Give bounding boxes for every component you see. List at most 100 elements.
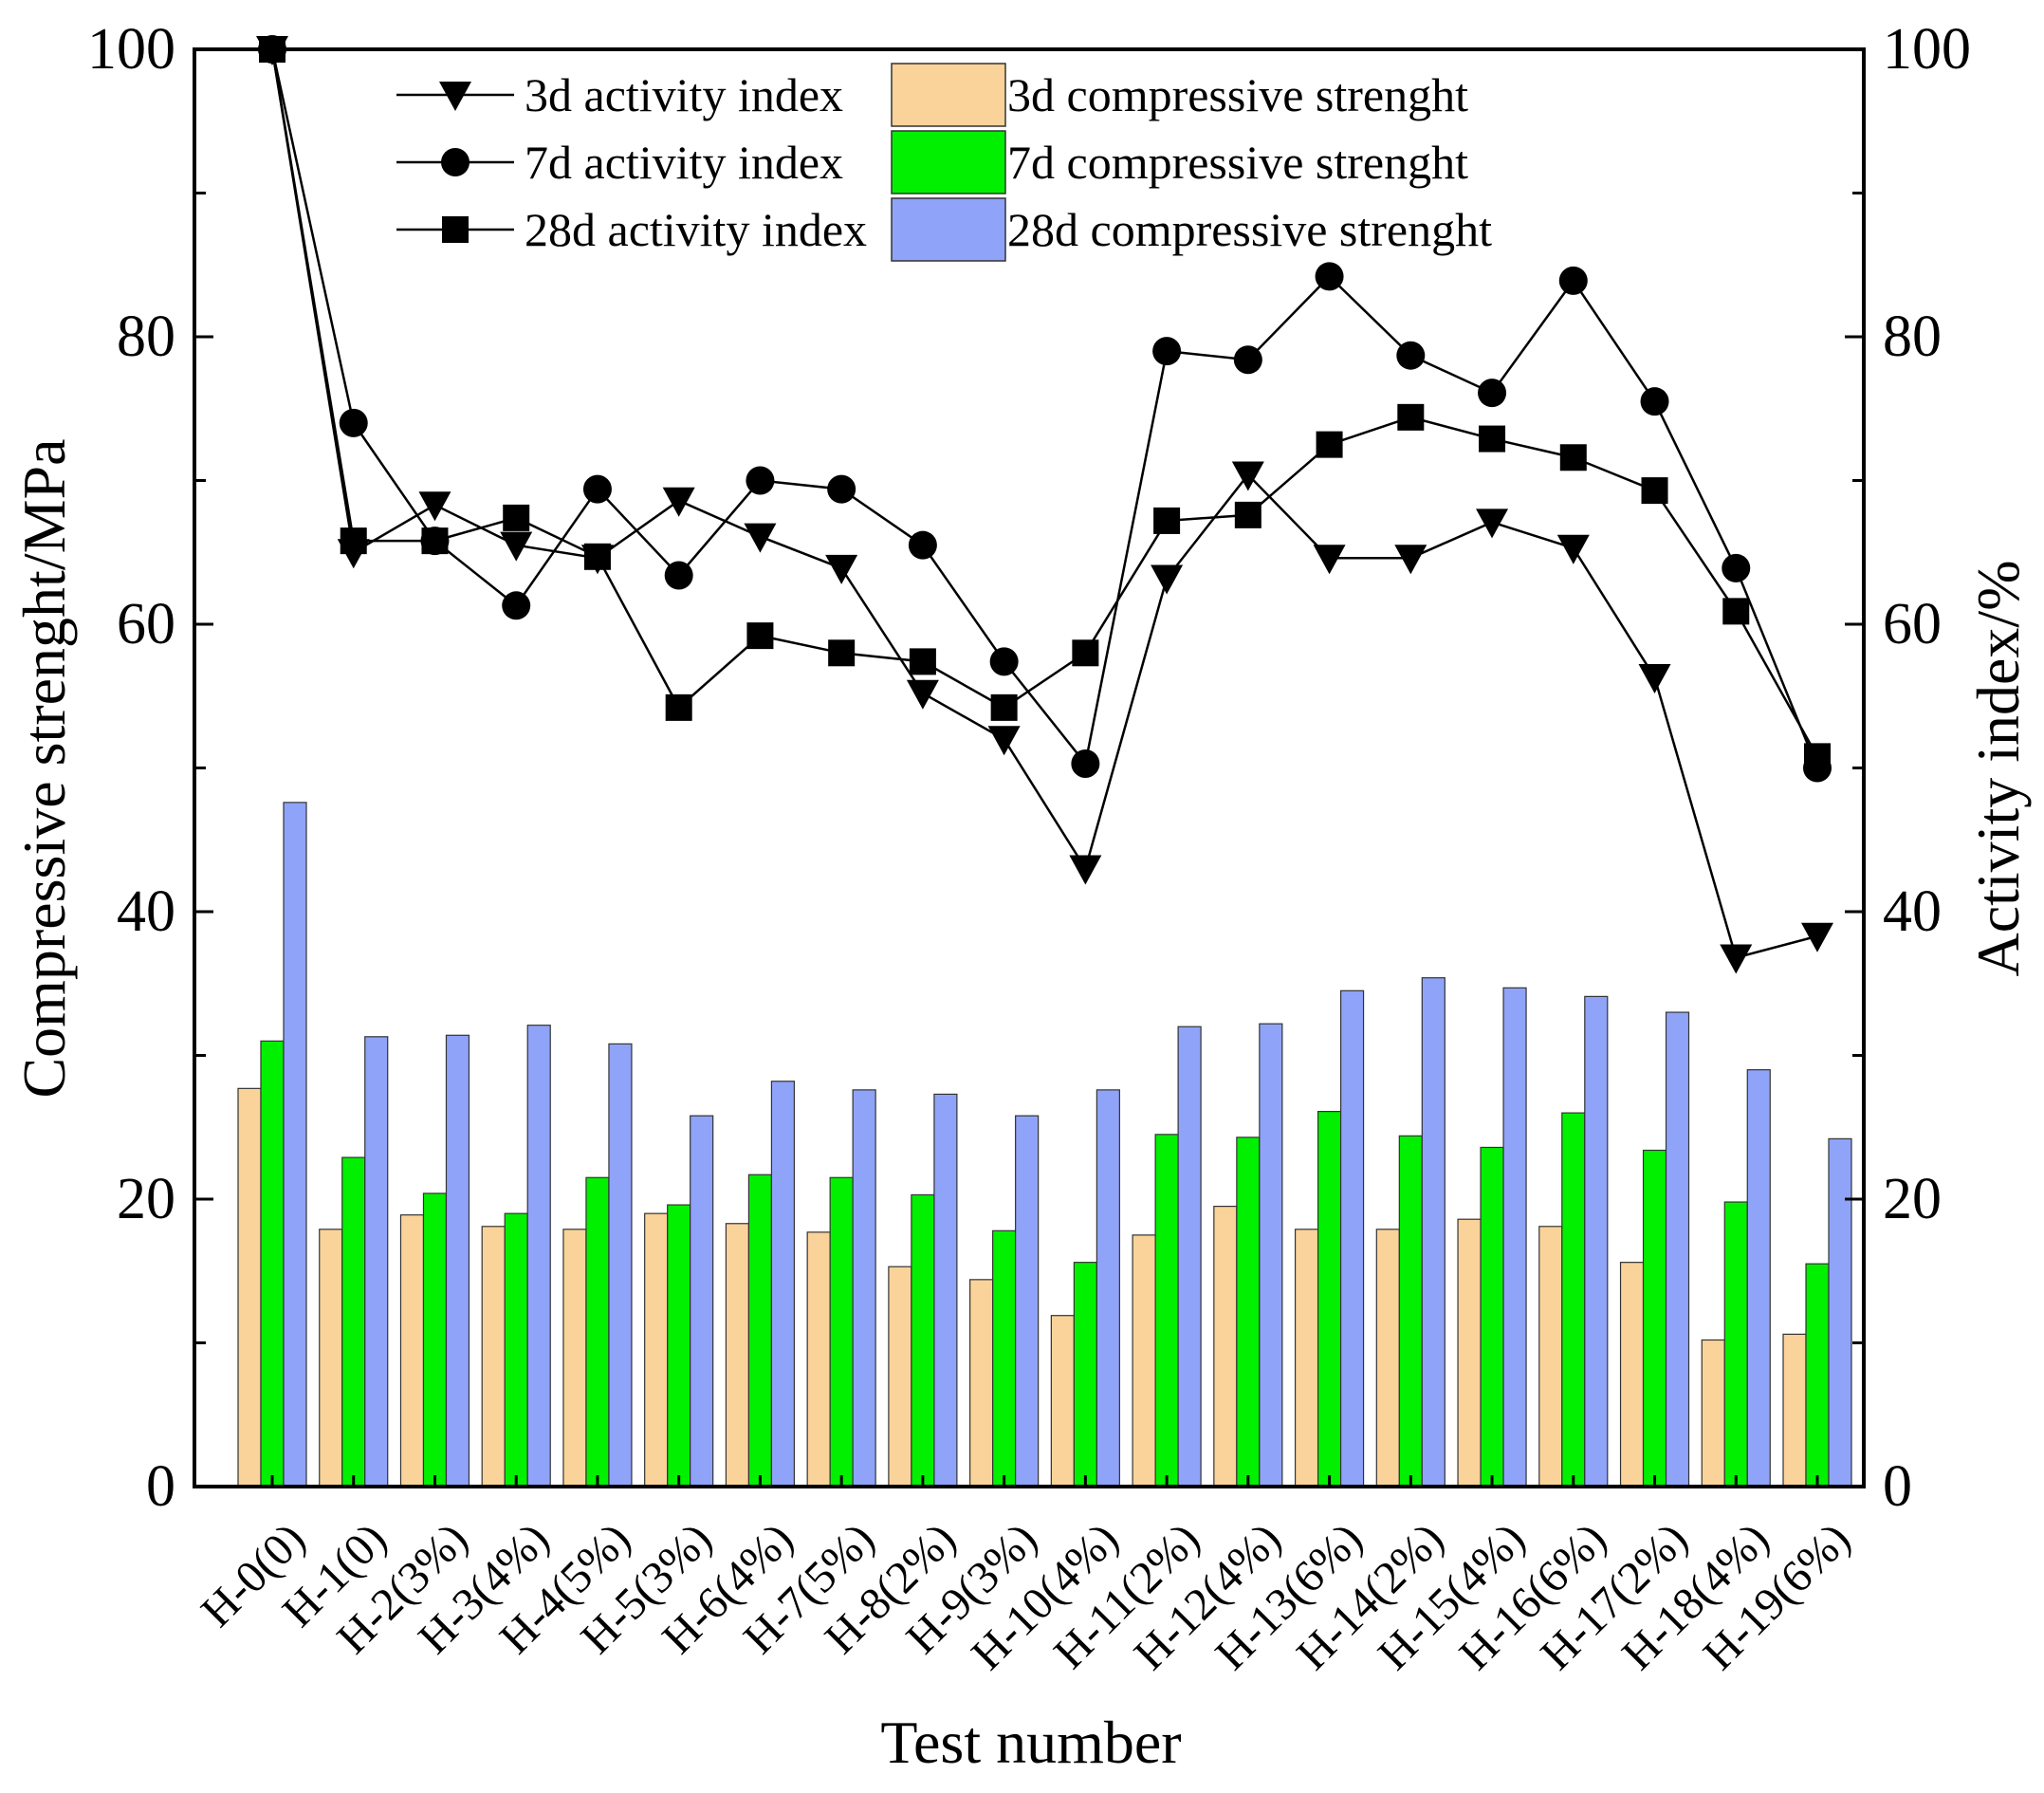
right-y-axis-title: Activity index/% <box>1964 560 2032 976</box>
markers-layer <box>256 35 1833 974</box>
bar-3-H-9(3%) <box>1015 1115 1040 1488</box>
bar-1-H-0(0) <box>237 1087 262 1488</box>
point-square-H-19(6%) <box>1804 743 1831 770</box>
point-circle-H-3(4%) <box>502 591 531 620</box>
bar-3-H-3(4%) <box>526 1025 551 1488</box>
point-triangle-down-H-10(4%) <box>1069 855 1102 885</box>
bar-2-H-13(6%) <box>1317 1110 1342 1488</box>
bar-3-H-0(0) <box>283 802 307 1488</box>
point-circle-H-12(4%) <box>1233 345 1262 375</box>
bar-1-H-19(6%) <box>1782 1333 1807 1488</box>
legend-label: 3d compressive strenght <box>1007 68 1468 121</box>
legend-marker-triangle <box>439 82 471 111</box>
point-square-H-11(2%) <box>1153 507 1181 534</box>
category-labels: H-0(0)H-1(0)H-2(3%)H-3(4%)H-4(5%)H-5(3%)… <box>192 1513 1860 1679</box>
bar-1-H-13(6%) <box>1294 1229 1319 1488</box>
legend-marker-square <box>442 216 469 243</box>
bar-2-H-19(6%) <box>1805 1263 1830 1488</box>
point-triangle-down-H-5(3%) <box>662 487 695 517</box>
bar-2-H-7(5%) <box>829 1176 854 1488</box>
left-tick-label: 0 <box>146 1454 175 1519</box>
point-square-H-7(5%) <box>828 639 856 667</box>
point-triangle-down-H-19(6%) <box>1801 922 1833 952</box>
bar-3-H-11(2%) <box>1177 1026 1202 1488</box>
point-circle-H-17(2%) <box>1640 387 1669 416</box>
point-square-H-1(0) <box>340 527 367 555</box>
point-circle-H-10(4%) <box>1071 749 1100 778</box>
line-triangle-down <box>270 48 1818 960</box>
bar-1-H-12(4%) <box>1213 1205 1238 1488</box>
point-square-H-3(4%) <box>503 504 530 531</box>
point-square-H-2(3%) <box>421 527 449 555</box>
point-triangle-down-H-14(2%) <box>1394 545 1427 575</box>
bar-2-H-14(2%) <box>1398 1135 1423 1488</box>
point-square-H-6(4%) <box>746 622 774 650</box>
bar-2-H-3(4%) <box>504 1212 528 1488</box>
right-tick-label: 0 <box>1883 1454 1912 1519</box>
bar-2-H-8(2%) <box>911 1193 935 1488</box>
point-triangle-down-H-8(2%) <box>906 679 939 710</box>
point-triangle-down-H-11(2%) <box>1151 564 1184 595</box>
point-square-H-18(4%) <box>1722 598 1750 625</box>
point-square-H-8(2%) <box>909 648 936 675</box>
legend-marker-circle <box>441 148 470 176</box>
bar-3-H-6(4%) <box>770 1081 796 1488</box>
legend-label: 28d compressive strenght <box>1007 203 1492 256</box>
point-triangle-down-H-6(4%) <box>744 523 777 553</box>
bar-2-H-12(4%) <box>1236 1137 1261 1488</box>
left-tick-label: 80 <box>117 305 175 369</box>
point-circle-H-6(4%) <box>746 466 775 495</box>
point-square-H-5(3%) <box>665 693 692 721</box>
point-circle-H-16(6%) <box>1558 266 1588 295</box>
point-circle-H-9(3%) <box>989 647 1019 676</box>
bar-3-H-4(5%) <box>608 1043 633 1488</box>
point-triangle-down-H-2(3%) <box>418 491 451 522</box>
point-square-H-17(2%) <box>1641 477 1668 505</box>
bar-1-H-6(4%) <box>725 1223 750 1488</box>
bar-3-H-15(4%) <box>1502 987 1527 1488</box>
point-triangle-down-H-7(5%) <box>825 554 858 584</box>
point-square-H-15(4%) <box>1479 425 1506 453</box>
point-triangle-down-H-17(2%) <box>1638 664 1671 694</box>
bar-2-H-15(4%) <box>1480 1146 1504 1488</box>
bar-2-H-6(4%) <box>747 1174 773 1488</box>
bar-3-H-10(4%) <box>1096 1089 1120 1488</box>
left-tick-label: 100 <box>87 17 175 82</box>
bar-2-H-1(0) <box>341 1156 366 1488</box>
x-axis-title: Test number <box>880 1709 1181 1776</box>
point-triangle-down-H-15(4%) <box>1476 508 1509 539</box>
bar-1-H-17(2%) <box>1619 1262 1645 1488</box>
bar-1-H-4(5%) <box>562 1229 587 1488</box>
bar-2-H-18(4%) <box>1723 1201 1748 1488</box>
point-circle-H-4(5%) <box>582 474 612 504</box>
bars-layer <box>237 802 1852 1488</box>
lines-layer <box>270 48 1819 960</box>
left-y-axis-title: Compressive strenght/MPa <box>10 438 78 1098</box>
bar-1-H-10(4%) <box>1050 1315 1075 1488</box>
point-square-H-13(6%) <box>1316 431 1343 458</box>
bar-1-H-8(2%) <box>888 1266 912 1488</box>
legend-label: 3d activity index <box>525 68 843 121</box>
bar-3-H-13(6%) <box>1339 989 1365 1488</box>
bar-3-H-12(4%) <box>1259 1023 1283 1488</box>
bar-3-H-16(6%) <box>1584 995 1609 1488</box>
point-square-H-10(4%) <box>1072 639 1099 667</box>
legend-label: 28d activity index <box>525 203 867 256</box>
bar-1-H-7(5%) <box>806 1231 831 1488</box>
bar-3-H-17(2%) <box>1665 1011 1690 1488</box>
bar-3-H-2(3%) <box>445 1034 470 1488</box>
bar-1-H-3(4%) <box>481 1226 506 1488</box>
bar-3-H-7(5%) <box>852 1089 876 1488</box>
bar-3-H-19(6%) <box>1828 1137 1852 1488</box>
bar-1-H-9(3%) <box>969 1279 994 1488</box>
right-tick-label: 100 <box>1883 17 1971 82</box>
line-square <box>270 48 1819 757</box>
bar-2-H-4(5%) <box>585 1176 610 1488</box>
legend-swatch <box>891 197 1006 262</box>
bar-1-H-15(4%) <box>1457 1218 1482 1488</box>
point-triangle-down-H-18(4%) <box>1720 944 1753 974</box>
left-tick-label: 20 <box>117 1167 175 1231</box>
bar-3-H-5(3%) <box>690 1115 714 1488</box>
